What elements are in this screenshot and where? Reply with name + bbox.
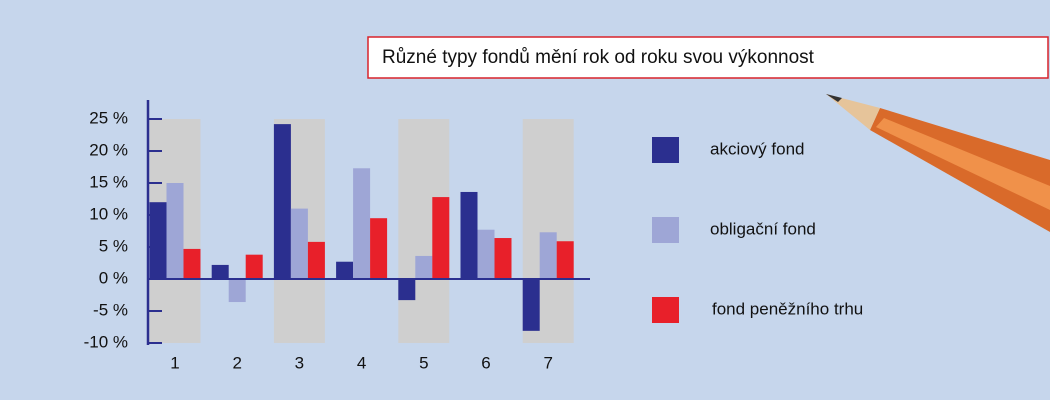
bar <box>370 218 387 279</box>
bar <box>398 279 415 300</box>
y-tick-label: 25 % <box>89 108 128 127</box>
y-tick-label: -10 % <box>84 332 128 351</box>
y-tick-label: -5 % <box>93 300 128 319</box>
y-tick-label: 10 % <box>89 204 128 223</box>
y-tick-label: 15 % <box>89 172 128 191</box>
x-tick-label: 7 <box>543 353 552 372</box>
x-tick-label: 1 <box>170 353 179 372</box>
bar <box>246 255 263 279</box>
y-tick-label: 0 % <box>99 268 128 287</box>
bar <box>150 202 167 279</box>
legend-swatch <box>652 217 679 243</box>
bar <box>523 279 540 331</box>
bar <box>308 242 325 279</box>
bar <box>415 256 432 279</box>
bar <box>212 265 229 279</box>
bar <box>274 124 291 279</box>
x-tick-label: 4 <box>357 353 366 372</box>
legend-swatch <box>652 137 679 163</box>
bar <box>540 232 557 279</box>
y-tick-label: 20 % <box>89 140 128 159</box>
bar <box>291 209 308 279</box>
x-tick-label: 6 <box>481 353 490 372</box>
bar <box>353 168 370 279</box>
x-tick-label: 5 <box>419 353 428 372</box>
y-tick-label: 5 % <box>99 236 128 255</box>
x-tick-label: 2 <box>232 353 241 372</box>
legend-label: obligační fond <box>710 219 816 238</box>
legend-label: fond peněžního trhu <box>712 299 863 318</box>
bar <box>167 183 184 279</box>
bar <box>557 241 574 279</box>
bar <box>184 249 201 279</box>
chart-title: Různé typy fondů mění rok od roku svou v… <box>382 47 815 68</box>
chart: Různé typy fondů mění rok od roku svou v… <box>0 0 1050 400</box>
bar <box>461 192 478 279</box>
bar <box>336 262 353 279</box>
legend-label: akciový fond <box>710 139 805 158</box>
bar <box>229 279 246 302</box>
bar <box>495 238 512 279</box>
x-tick-label: 3 <box>295 353 304 372</box>
legend-swatch <box>652 297 679 323</box>
bar <box>478 230 495 279</box>
bar <box>432 197 449 279</box>
